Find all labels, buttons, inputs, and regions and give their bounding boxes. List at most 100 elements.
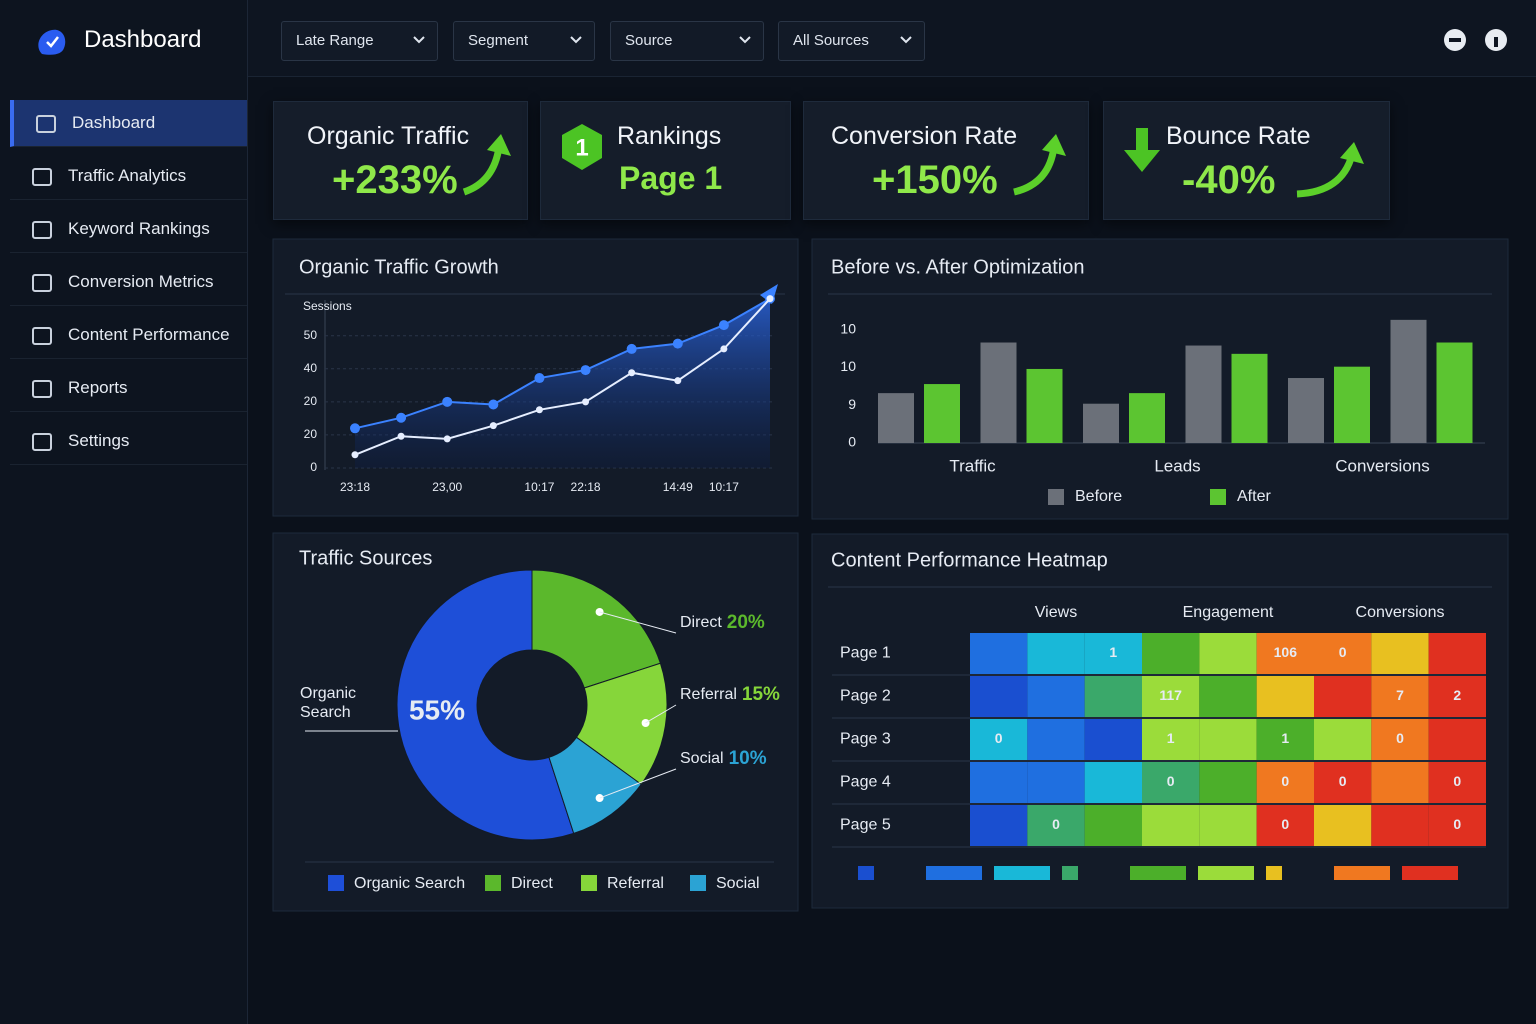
heat-cell (1142, 633, 1200, 674)
heat-cell (1314, 805, 1372, 846)
heat-cell (1027, 676, 1085, 717)
nav-icon (32, 327, 52, 345)
x-tick-label: 23:18 (340, 480, 370, 494)
slice-label: Referral (680, 686, 737, 703)
heat-cell (970, 676, 1028, 717)
bar (1026, 368, 1063, 443)
point (350, 423, 360, 434)
nav-label: Conversion Metrics (68, 272, 214, 291)
filter-dropdown[interactable]: All Sources (778, 21, 925, 61)
heat-cell (1256, 719, 1314, 760)
filter-label: Segment (468, 32, 529, 49)
scale-swatch (926, 866, 982, 880)
slice-value: 15% (742, 684, 780, 705)
heat-cell (970, 633, 1028, 674)
nav-label: Dashboard (72, 113, 156, 132)
heat-cell (1314, 633, 1372, 674)
heat-cell (1142, 676, 1200, 717)
filter-label: Source (625, 32, 673, 49)
kpi-value: +150% (872, 158, 998, 202)
kpi-title: Rankings (617, 122, 722, 150)
nav-item[interactable]: Settings (10, 418, 247, 465)
nav-item[interactable]: Keyword Rankings (10, 206, 247, 253)
kpi-title: Conversion Rate (831, 122, 1018, 150)
heat-cell (1027, 805, 1085, 846)
heat-cell (1027, 762, 1085, 803)
heat-cell (1142, 805, 1200, 846)
kpi-value: -40% (1182, 158, 1276, 202)
heat-cell (1428, 762, 1486, 803)
heat-cell (1142, 719, 1200, 760)
point (718, 320, 729, 331)
cell-label: 1 (1281, 730, 1289, 746)
filter-dropdown[interactable]: Late Range (281, 21, 438, 61)
minimize-button[interactable] (1444, 29, 1466, 51)
heat-cell (1084, 633, 1142, 674)
heat-cell (1371, 762, 1429, 803)
scale-swatch (1402, 866, 1458, 880)
slice (531, 569, 662, 689)
nav-icon (32, 433, 52, 451)
point (674, 377, 682, 385)
y-tick-label: 10 (840, 320, 856, 336)
help-button[interactable] (1485, 29, 1507, 51)
cell-label: 0 (1396, 730, 1404, 746)
row-label: Page 1 (840, 645, 891, 662)
scale-swatch (1266, 866, 1282, 880)
nav-label: Traffic Analytics (68, 166, 187, 185)
legend-label: Social (716, 875, 760, 892)
heat-cell (1428, 805, 1486, 846)
bar (980, 342, 1017, 443)
legend-label: Organic Search (354, 875, 465, 892)
bar (1231, 353, 1268, 443)
kpi-card: Bounce Rate -40% (1103, 101, 1390, 220)
point (766, 295, 774, 303)
up-arrow-icon (1013, 134, 1066, 196)
heat-cell (1314, 676, 1372, 717)
nav-label: Settings (68, 431, 130, 450)
heat-cell (1084, 762, 1142, 803)
cell-label: 0 (1453, 773, 1461, 789)
heat-cell (970, 805, 1028, 846)
column-header: Engagement (1183, 604, 1274, 621)
heat-cell (1314, 719, 1372, 760)
heat-cell (1371, 805, 1429, 846)
heat-cell (970, 719, 1028, 760)
heat-cell (1256, 805, 1314, 846)
heat-cell (1199, 762, 1257, 803)
kpi-card: 1 Rankings Page 1 (540, 101, 791, 220)
leader-line (645, 704, 677, 724)
nav-icon (32, 221, 52, 239)
filter-label: Late Range (296, 32, 374, 49)
nav-item[interactable]: Conversion Metrics (10, 259, 247, 306)
legend-swatch (1210, 489, 1226, 505)
legend-label: Before (1075, 488, 1122, 505)
cell-label: 0 (1052, 816, 1060, 832)
row-label: Page 3 (840, 731, 891, 748)
filter-dropdown[interactable]: Segment (453, 21, 595, 61)
x-tick-label: Conversions (1335, 456, 1430, 475)
bar (1436, 342, 1473, 443)
heat-cell (1199, 676, 1257, 717)
nav-item[interactable]: Traffic Analytics (10, 153, 247, 200)
point (720, 345, 728, 353)
up-arrow-icon (462, 134, 511, 196)
chart-title: Before vs. After Optimization (831, 256, 1084, 278)
slice (575, 662, 668, 786)
row-label: Page 4 (840, 774, 891, 791)
cell-label: 0 (1281, 773, 1289, 789)
heat-cell (1314, 762, 1372, 803)
filter-dropdown[interactable]: Source (610, 21, 764, 61)
nav-item[interactable]: Reports (10, 365, 247, 412)
slice (396, 569, 575, 841)
sidebar: Dashboard Dashboard Traffic Analytics Keyw… (0, 0, 248, 1024)
legend-label: Referral (607, 875, 664, 892)
brand-logo (38, 29, 66, 55)
filter-label: All Sources (793, 32, 869, 49)
nav-item[interactable]: Dashboard (10, 100, 247, 147)
row-label: Page 2 (840, 688, 891, 705)
rank-badge: 1 (562, 124, 602, 170)
point (443, 435, 451, 443)
nav-item[interactable]: Content Performance (10, 312, 247, 359)
